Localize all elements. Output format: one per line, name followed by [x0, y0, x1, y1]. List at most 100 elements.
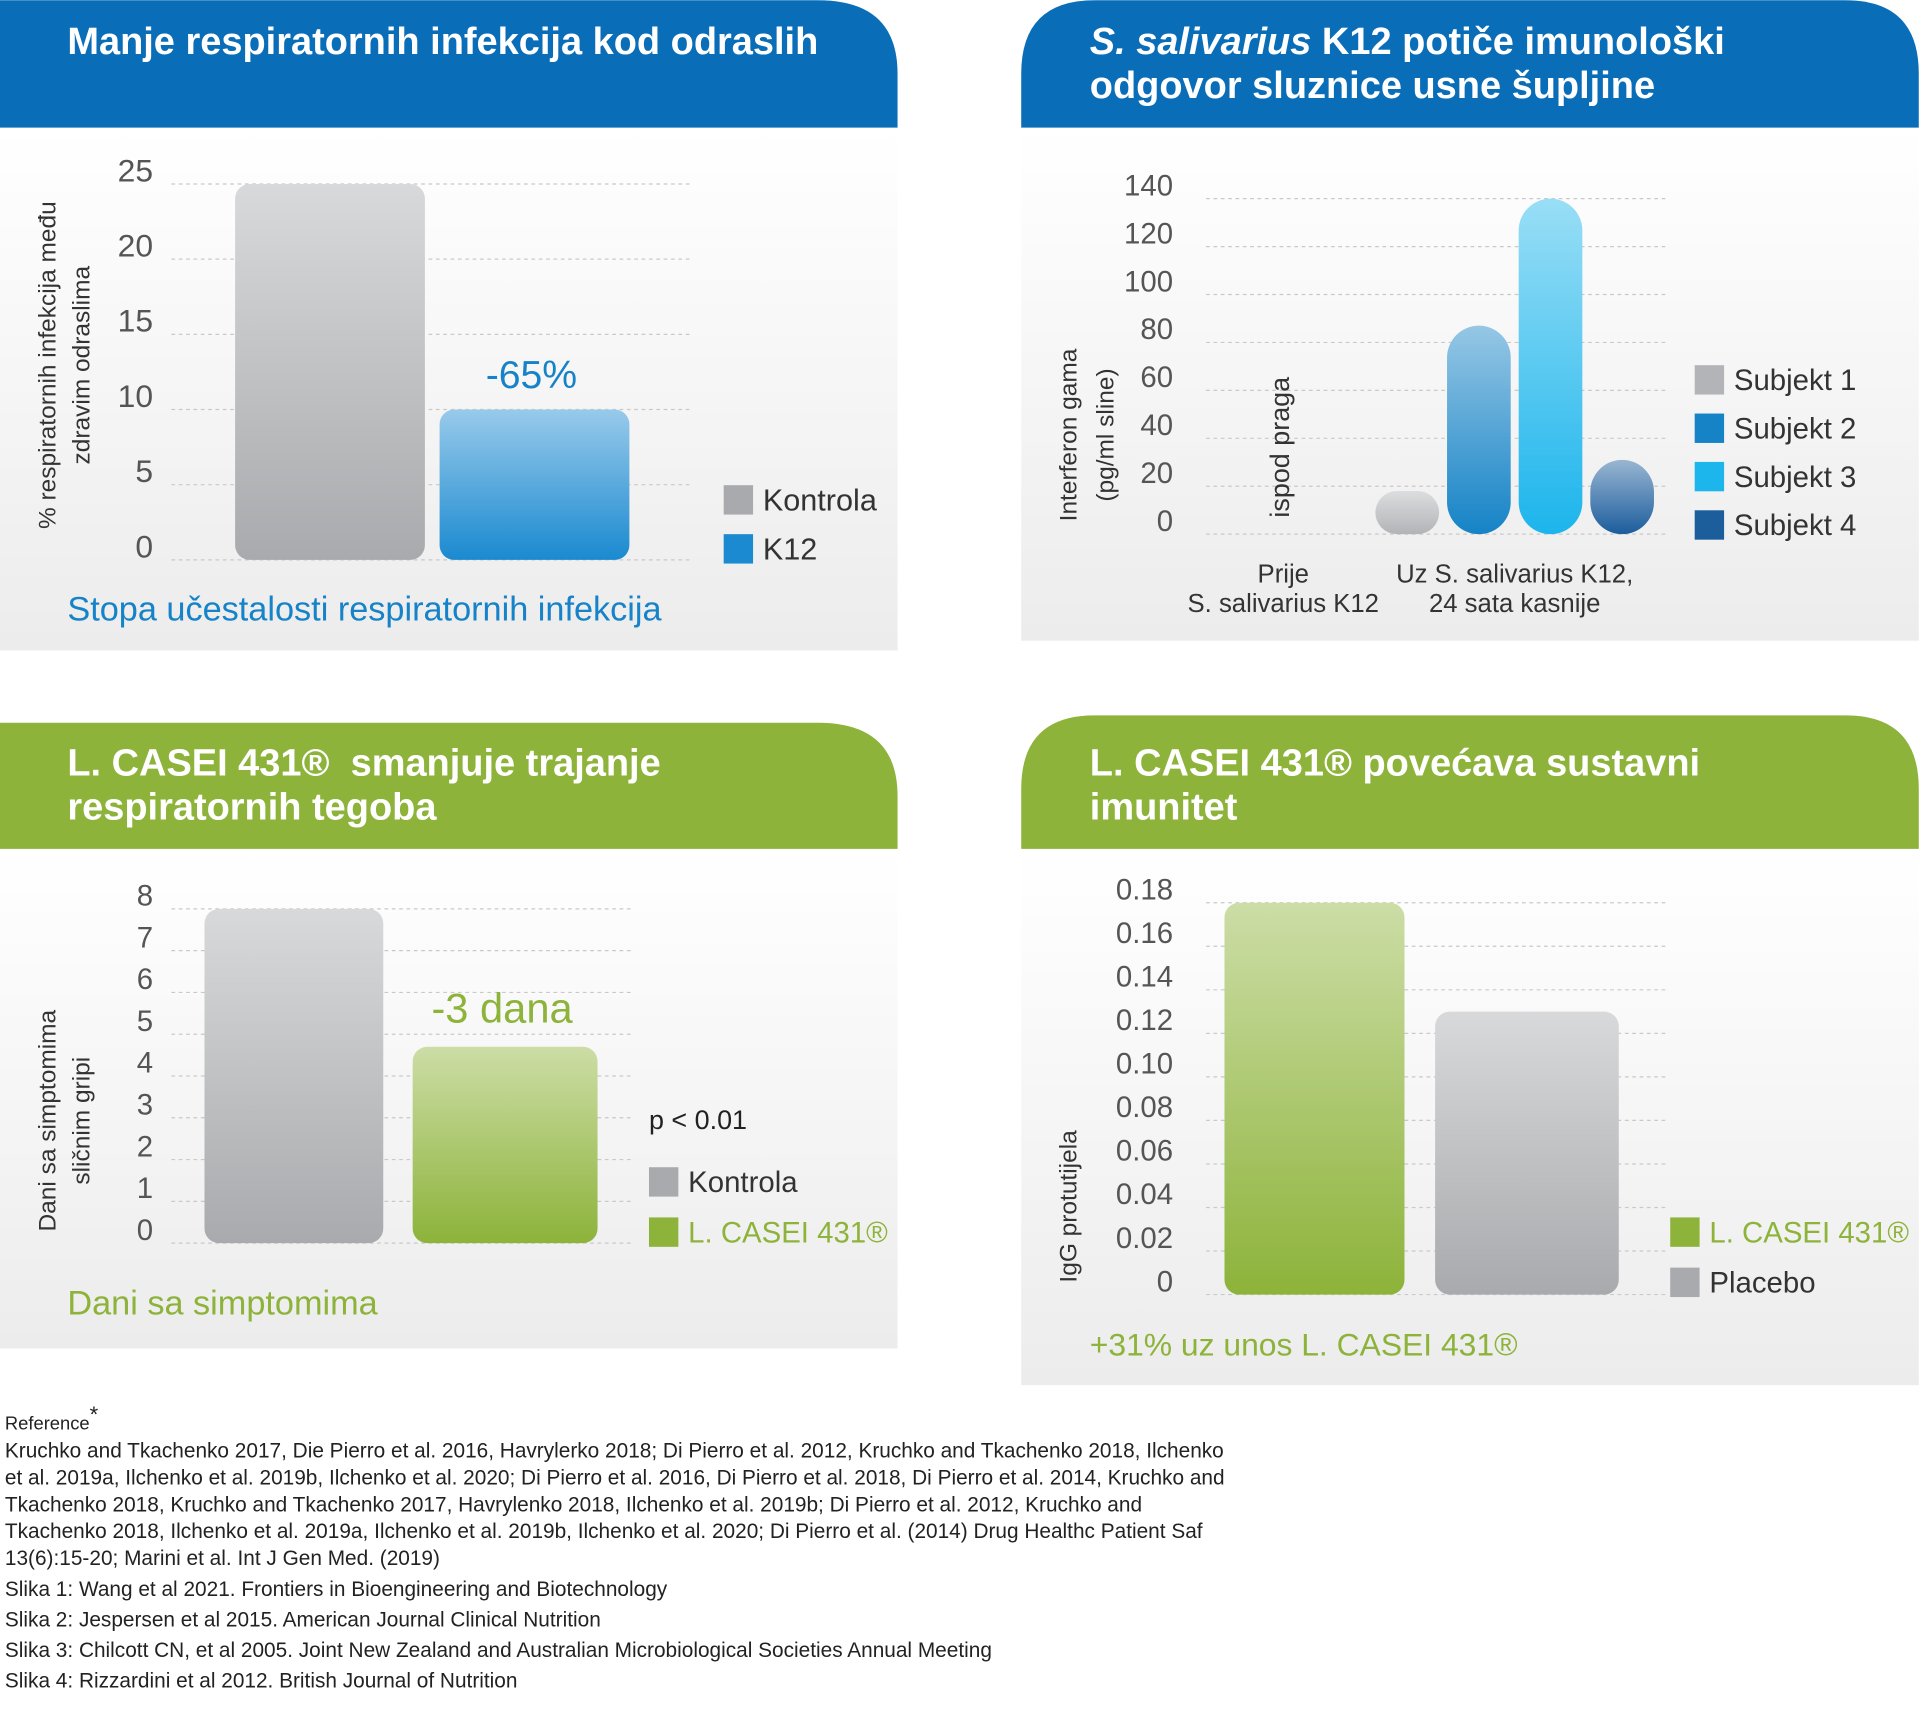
- title-box: Manje respiratornih infekcija kod odrasl…: [67, 19, 819, 63]
- x-axis-label: Stopa učestalosti respiratornih infekcij…: [67, 590, 662, 628]
- reference-item: Slika 1: Wang et al 2021. Frontiers in B…: [4, 1577, 668, 1601]
- y-tick-label: 6: [137, 963, 153, 996]
- y-tick-label: 8: [137, 880, 153, 913]
- chart-title: L. CASEI 431® povećava sustavni imunitet: [1089, 741, 1701, 829]
- y-tick-label: 3: [137, 1089, 153, 1122]
- x-tick-label: Prije: [1258, 561, 1309, 589]
- y-axis-label: (pg/ml sline): [1092, 368, 1119, 501]
- y-axis-label: IgG protutijela: [1056, 1130, 1083, 1283]
- x-tick-label: 24 sata kasnije: [1429, 590, 1600, 618]
- y-tick-label: 120: [1124, 217, 1173, 250]
- y-tick-label: 0.02: [1116, 1222, 1173, 1255]
- y-tick-label: 0: [1157, 505, 1173, 538]
- title-italic: S. salivarius: [1089, 19, 1312, 63]
- y-tick-label: 2: [137, 1130, 153, 1163]
- reference-item: Slika 2: Jespersen et al 2015. American …: [4, 1608, 601, 1632]
- references-text: Kruchko and Tkachenko 2017, Die Pierro e…: [4, 1439, 1225, 1571]
- title-box: L. CASEI 431® povećava sustavni imunitet: [1089, 741, 1701, 829]
- bar: [439, 409, 630, 560]
- legend-label: L. CASEI 431®: [1709, 1216, 1909, 1249]
- y-tick-label: 0: [137, 1214, 153, 1247]
- panel-header: [0, 722, 898, 849]
- references-title: Reference: [4, 1413, 90, 1435]
- y-tick-label: 140: [1124, 169, 1173, 202]
- panel-header: [1021, 715, 1919, 849]
- bar: [1435, 1011, 1619, 1295]
- y-tick-label: 40: [1140, 409, 1173, 442]
- y-axis-label: Dani sa simptomima: [34, 1009, 61, 1231]
- legend-label: Subjekt 2: [1734, 412, 1856, 445]
- y-tick-label: 5: [137, 1005, 153, 1038]
- references-heading: Reference*: [5, 1401, 1229, 1438]
- annotation: ispod praga: [1265, 377, 1295, 518]
- y-tick-label: 0.18: [1116, 873, 1173, 906]
- legend-swatch: [723, 485, 754, 515]
- y-tick-label: 20: [1140, 457, 1173, 490]
- y-tick-label: 10: [118, 378, 153, 414]
- y-axis-label: Interferon gama: [1056, 348, 1083, 521]
- y-axis-label: % respiratornih infekcija među: [34, 201, 61, 529]
- bar: [1518, 198, 1583, 535]
- reference-item: Slika 3: Chilcott CN, et al 2005. Joint …: [4, 1638, 992, 1662]
- chart-title: Manje respiratornih infekcija kod odrasl…: [67, 19, 819, 63]
- chart-title: S. salivarius K12 potiče imunološki odgo…: [1090, 20, 1874, 108]
- y-tick-label: 80: [1140, 313, 1173, 346]
- legend-label: Subjekt 3: [1734, 461, 1856, 494]
- y-tick-label: 0: [1157, 1265, 1173, 1298]
- references: Reference* Kruchko and Tkachenko 2017, D…: [5, 1401, 1229, 1695]
- y-tick-label: 100: [1124, 265, 1173, 298]
- y-tick-label: 0.14: [1116, 961, 1173, 994]
- x-tick-label: Uz S. salivarius K12,: [1396, 561, 1633, 589]
- annotation: -65%: [486, 354, 577, 397]
- legend-swatch: [1670, 1217, 1700, 1247]
- y-axis-label: zdravim odraslima: [69, 266, 96, 465]
- legend-swatch: [1694, 510, 1725, 540]
- legend-swatch: [1670, 1267, 1700, 1298]
- title-box: S. salivarius K12 potiče imunološki odgo…: [1090, 20, 1874, 108]
- legend-swatch: [648, 1217, 679, 1247]
- y-tick-label: 0.12: [1116, 1004, 1173, 1037]
- bar: [412, 1046, 598, 1244]
- legend-label: Subjekt 4: [1734, 509, 1856, 542]
- y-tick-label: 0.08: [1116, 1091, 1173, 1124]
- legend-swatch: [1694, 365, 1725, 395]
- legend-label: L. CASEI 431®: [688, 1216, 888, 1249]
- bar: [1447, 325, 1511, 535]
- y-tick-label: 15: [118, 303, 153, 339]
- legend-label: K12: [763, 532, 817, 566]
- bar: [1590, 459, 1654, 535]
- y-tick-label: 4: [137, 1047, 153, 1080]
- legend-swatch: [723, 534, 754, 564]
- y-tick-label: 60: [1140, 361, 1173, 394]
- title-rest: K12 potiče imunološki odgovor sluznice u…: [1089, 19, 1725, 107]
- bar: [1375, 491, 1440, 535]
- y-tick-label: 0.04: [1116, 1178, 1173, 1211]
- x-axis-label: Dani sa simptomima: [67, 1285, 378, 1323]
- y-axis-label: sličnim gripi: [69, 1057, 96, 1185]
- y-tick-label: 0.10: [1116, 1048, 1173, 1081]
- chart-title: L. CASEI 431® smanjuje trajanje respirat…: [67, 741, 672, 829]
- y-tick-label: 1: [137, 1172, 153, 1205]
- y-tick-label: 25: [118, 152, 153, 188]
- y-tick-label: 0: [135, 528, 153, 564]
- y-tick-label: 0.06: [1116, 1135, 1173, 1168]
- bar: [204, 908, 384, 1244]
- bar: [235, 183, 425, 560]
- references-box: Reference* Kruchko and Tkachenko 2017, D…: [5, 1401, 1229, 1695]
- legend-label: Placebo: [1709, 1267, 1815, 1300]
- x-tick-label: S. salivarius K12: [1188, 590, 1379, 618]
- legend-swatch: [1694, 413, 1725, 443]
- references-marker: *: [89, 1402, 99, 1427]
- bar: [1224, 902, 1405, 1295]
- title-box: L. CASEI 431® smanjuje trajanje respirat…: [67, 741, 672, 829]
- panel-header: [1021, 0, 1919, 128]
- reference-item: Slika 4: Rizzardini et al 2012. British …: [4, 1669, 518, 1693]
- legend-swatch: [1694, 461, 1725, 492]
- annotation: -3 dana: [431, 985, 573, 1032]
- y-tick-label: 20: [118, 228, 153, 264]
- y-tick-label: 5: [135, 453, 153, 489]
- y-tick-label: 0.16: [1116, 917, 1173, 950]
- legend-swatch: [648, 1167, 679, 1197]
